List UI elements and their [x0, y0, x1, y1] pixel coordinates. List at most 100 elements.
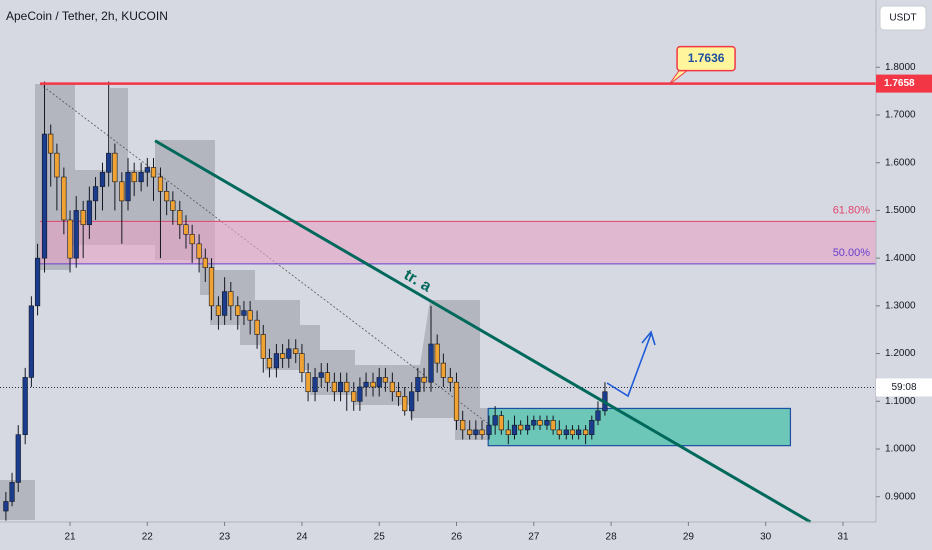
countdown-label: 59:08	[891, 382, 916, 393]
candle-body	[576, 429, 582, 435]
y-tick-label: 1.1000	[885, 396, 916, 407]
candle-body	[54, 152, 60, 178]
candle-body	[505, 429, 511, 435]
x-tick-label: 23	[219, 532, 231, 543]
x-tick-label: 21	[64, 532, 76, 543]
candle-body	[415, 377, 421, 393]
y-tick-label: 1.3000	[885, 300, 916, 311]
y-tick-label: 0.9000	[885, 491, 916, 502]
x-tick-label: 31	[837, 532, 849, 543]
candle-body	[582, 429, 589, 435]
candle-body	[389, 381, 395, 393]
candle-body	[473, 429, 479, 435]
candle-body	[144, 167, 150, 173]
candle-body	[138, 171, 144, 183]
countdown-tag	[876, 378, 932, 397]
candle-body	[86, 200, 92, 226]
candle-body	[22, 377, 28, 435]
candle-body	[202, 257, 208, 268]
candle-body	[125, 171, 131, 202]
candle-body	[467, 429, 473, 435]
candle-body	[498, 415, 504, 431]
candle-body	[131, 171, 137, 183]
candle-body	[92, 186, 99, 202]
candle-body	[299, 353, 305, 373]
candle-body	[99, 171, 106, 187]
candle-body	[260, 334, 266, 359]
candle-body	[569, 429, 576, 435]
candle-body	[460, 420, 466, 431]
chart-title: ApeCoin / Tether, 2h, KUCOIN	[6, 9, 168, 23]
trendline	[154, 139, 812, 524]
projection-arrow	[606, 330, 656, 398]
candle-body	[183, 224, 189, 235]
candle-body	[9, 482, 15, 502]
candle-body	[525, 424, 531, 431]
candle-body	[41, 133, 48, 259]
candle-body	[331, 381, 337, 393]
candle-body	[544, 420, 550, 426]
candle-body	[215, 305, 222, 316]
x-tick-label: 25	[374, 532, 386, 543]
y-tick-label: 1.8000	[885, 62, 916, 73]
fib-label: 61.80%	[833, 204, 871, 216]
candle-body	[208, 267, 215, 307]
candle-body	[34, 257, 41, 307]
candle-body	[279, 353, 286, 359]
candle-body	[247, 310, 253, 321]
candle-body	[273, 353, 280, 369]
candle-body	[556, 429, 562, 435]
candle-body	[357, 386, 363, 402]
candle-body	[421, 377, 427, 383]
candle-body	[157, 176, 164, 192]
x-tick-label: 26	[451, 532, 463, 543]
candle-body	[595, 410, 601, 421]
candle-body	[440, 362, 446, 378]
candle-body	[222, 291, 228, 316]
candle-body	[453, 381, 460, 421]
y-tick-label: 1.4000	[885, 253, 916, 264]
candle-body	[337, 381, 344, 393]
candle-body	[80, 210, 86, 226]
candle-body	[395, 391, 402, 397]
candle-body	[3, 501, 9, 512]
candle-body	[312, 377, 318, 393]
candle-body	[563, 429, 569, 435]
candle-body	[492, 415, 498, 426]
candle-body	[382, 377, 388, 383]
candle-body	[67, 219, 73, 259]
consolidation-box	[487, 407, 792, 447]
candle-body	[370, 381, 376, 388]
candle-body	[241, 310, 247, 316]
candle-body	[48, 133, 54, 154]
currency-label[interactable]: USDT	[889, 13, 916, 24]
candle-body	[235, 305, 241, 316]
candle-body	[28, 305, 34, 378]
candle-body	[286, 348, 292, 359]
x-tick-label: 30	[760, 532, 772, 543]
resistance-tag	[876, 74, 932, 93]
candle-body	[428, 343, 434, 383]
candle-body	[112, 152, 118, 183]
candle-body	[189, 233, 195, 245]
candle-body	[196, 243, 202, 259]
callout-label: 1.7636	[688, 51, 725, 65]
candle-body	[170, 200, 176, 211]
candle-body	[61, 176, 67, 221]
candle-body	[447, 377, 453, 383]
candle-body	[486, 424, 492, 435]
y-tick-label: 1.0000	[885, 444, 916, 455]
candle-body	[164, 191, 170, 202]
candle-body	[344, 381, 350, 393]
candle-body	[293, 348, 299, 354]
candle-body	[518, 424, 524, 431]
candle-body	[363, 381, 369, 388]
x-tick-label: 27	[528, 532, 540, 543]
currency-button[interactable]	[879, 5, 927, 31]
candle-body	[266, 358, 273, 369]
candle-body	[409, 391, 415, 412]
candle-body	[119, 181, 125, 202]
x-tick-label: 22	[142, 532, 154, 543]
y-tick-label: 1.5000	[885, 205, 916, 216]
